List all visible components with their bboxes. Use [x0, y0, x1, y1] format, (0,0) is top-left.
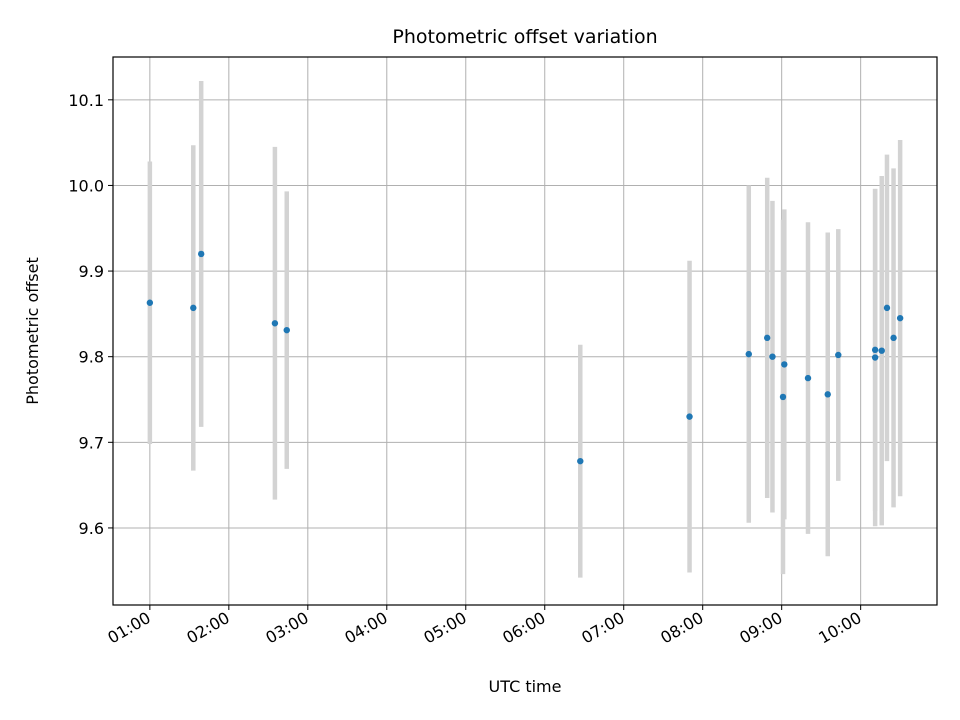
data-point — [763, 334, 771, 342]
data-point — [779, 393, 787, 401]
data-point — [871, 354, 879, 361]
x-tick-label: 03:00 — [262, 608, 311, 648]
data-point — [824, 391, 831, 398]
x-tick-label: 08:00 — [657, 608, 706, 648]
x-tick-label: 05:00 — [420, 608, 469, 648]
y-axis: 9.6 9.7 9.8 9.9 10.0 10.1 — [68, 91, 113, 538]
data-point — [878, 347, 885, 354]
data-point — [781, 361, 788, 368]
y-tick-label: 10.1 — [68, 91, 104, 110]
y-tick-label: 9.8 — [79, 348, 104, 367]
x-tick-label: 01:00 — [104, 608, 153, 648]
data-point — [283, 326, 290, 334]
x-tick-label: 06:00 — [499, 608, 548, 648]
data-point — [146, 299, 154, 306]
data-point — [271, 320, 279, 327]
data-point — [896, 314, 904, 322]
data-point — [577, 457, 584, 465]
x-axis-title: UTC time — [489, 677, 562, 696]
y-tick-label: 9.7 — [79, 433, 104, 452]
y-tick-label: 9.6 — [79, 519, 104, 538]
data-point — [890, 334, 897, 342]
error-bars — [147, 80, 903, 578]
data-point — [197, 250, 205, 258]
data-point — [835, 351, 842, 359]
x-tick-label: 10:00 — [815, 608, 864, 648]
data-point — [190, 304, 197, 312]
data-point — [686, 413, 693, 420]
grid — [113, 57, 937, 605]
data-point — [871, 346, 879, 354]
data-point — [745, 350, 752, 358]
x-tick-label: 07:00 — [578, 608, 627, 648]
y-axis-title: Photometric offset — [23, 257, 42, 405]
plot-frame — [112, 56, 938, 606]
chart-title: Photometric offset variation — [392, 26, 657, 48]
x-tick-label: 02:00 — [183, 608, 232, 648]
data-point — [804, 374, 812, 382]
y-tick-label: 10.0 — [68, 176, 104, 195]
data-point — [883, 304, 891, 312]
x-axis: 01:00 02:00 03:00 04:00 05:00 06:00 07:00 08:00… — [104, 605, 865, 648]
y-tick-label: 9.9 — [79, 262, 104, 281]
x-tick-label: 09:00 — [736, 608, 785, 648]
x-tick-label: 04:00 — [341, 608, 390, 648]
data-points — [146, 250, 904, 465]
data-point — [769, 353, 776, 360]
